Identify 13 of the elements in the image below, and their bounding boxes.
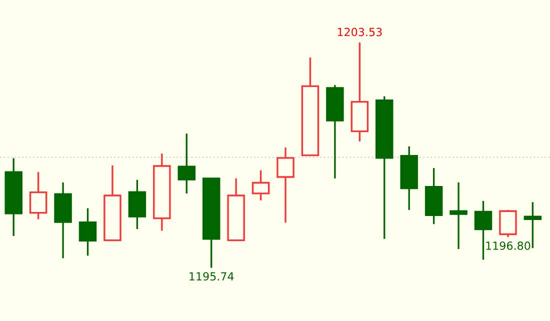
annotation: 1203.53 xyxy=(338,28,382,36)
candlestick xyxy=(400,145,418,211)
candlestick xyxy=(4,157,22,237)
candlestick xyxy=(450,182,468,250)
candlestick xyxy=(276,146,294,224)
annotation: 1195.74 xyxy=(190,272,234,281)
candlestick xyxy=(54,182,72,260)
candlestick xyxy=(350,42,369,142)
candlestick xyxy=(153,152,171,232)
annotation: 1196.80 xyxy=(486,242,530,250)
candlestick xyxy=(78,207,97,256)
candlestick xyxy=(128,179,146,230)
candlestick xyxy=(178,132,196,194)
